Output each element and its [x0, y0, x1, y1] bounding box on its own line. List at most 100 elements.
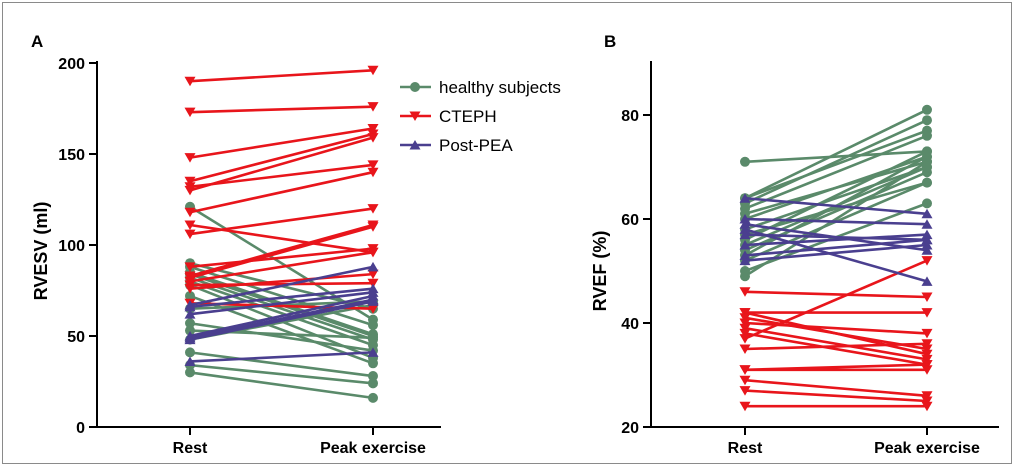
panel-b-cteph-point-peak — [921, 339, 933, 349]
panel-a-post_pea-point-rest — [184, 309, 196, 319]
panel-a-healthy-point-rest — [185, 347, 195, 358]
panel-b-ylabel: RVEF (%) — [590, 231, 610, 312]
panel-a-healthy-point-rest — [185, 290, 195, 301]
panel-b-xtick-label: Rest — [728, 440, 763, 457]
panel-b-post_pea-point-peak — [921, 245, 933, 255]
legend-marker-cteph — [409, 111, 421, 121]
panel-a: A RVESV (ml) 0 50 100 150 200 Rest Peak exerc… — [31, 32, 561, 457]
panel-b-post_pea-segment — [744, 233, 928, 247]
panel-b-post_pea-point-peak — [921, 219, 933, 229]
panel-b-healthy-point-peak — [922, 156, 932, 167]
panel-a-xtick-label: Rest — [173, 440, 208, 457]
panel-b-cteph-point-peak — [921, 354, 933, 365]
panel-b-healthy-segment — [744, 150, 928, 164]
panel-b-healthy-point-peak — [922, 177, 932, 188]
panel-b-healthy-segment — [744, 150, 928, 241]
panel-a-cteph-point-rest — [184, 107, 196, 118]
panel-b-healthy-segment — [744, 129, 928, 200]
panel-b-post_pea-point-peak — [921, 234, 933, 245]
panel-b-cteph-point-peak — [921, 349, 933, 360]
panel-a-healthy-point-rest — [185, 318, 195, 329]
legend-marker-post_pea — [409, 140, 421, 150]
panel-a-ytick-label: 150 — [58, 147, 85, 164]
panel-a-cteph-point-peak — [367, 102, 379, 112]
panel-a-healthy-point-peak — [368, 371, 378, 382]
panel-b-cteph-point-peak — [921, 328, 933, 339]
panel-a-ytick-label: 0 — [76, 420, 85, 437]
panel-b-cteph-line — [739, 386, 933, 406]
panel-b-post_pea-line — [739, 240, 933, 266]
panel-a-healthy-point-rest — [185, 367, 195, 378]
panel-b-post_pea-line — [739, 229, 933, 250]
panel-a-cteph-point-peak — [367, 304, 379, 314]
panel-a-cteph-line — [184, 102, 379, 118]
panel-b-healthy-point-peak — [922, 198, 932, 209]
panel-a-ylabel: RVESV (ml) — [31, 202, 51, 301]
panel-a-post_pea-point-rest — [184, 301, 196, 312]
panel-a-post_pea-line — [184, 347, 379, 366]
panel-b-cteph-point-peak — [921, 360, 933, 370]
panel-a-post_pea-point-rest — [184, 334, 196, 345]
panel-a-post_pea-segment — [189, 287, 374, 309]
panel-a-post_pea-point-peak — [367, 347, 379, 357]
panel-b-post_pea-point-rest — [739, 240, 751, 250]
panel-b-ytick-label: 40 — [621, 316, 639, 333]
panel-a-post_pea-segment — [189, 265, 374, 307]
panel-a-cteph-point-rest — [184, 76, 196, 87]
panel-b-cteph-segment — [744, 290, 928, 299]
panel-b-post_pea-segment — [744, 238, 928, 257]
panel-b-post_pea-point-peak — [921, 240, 933, 250]
panel-a-post_pea-segment — [189, 351, 374, 363]
panel-b-cteph-point-peak — [921, 365, 933, 375]
panel-a-post_pea-segment — [189, 300, 374, 341]
panel-a-ytick-label: 200 — [58, 56, 85, 73]
panel-b-post_pea-point-peak — [921, 208, 933, 219]
panel-a-healthy-line — [185, 347, 378, 382]
panel-a-cteph-point-peak — [367, 124, 379, 134]
panel-a-cteph-point-rest — [184, 262, 196, 272]
panel-b-post_pea-point-rest — [739, 255, 751, 266]
panel-b-cteph-point-rest — [739, 313, 751, 323]
panel-a-post_pea-segment — [189, 298, 374, 340]
panel-b-cteph-segment — [744, 389, 928, 403]
panel-a-xtick-label: Peak exercise — [320, 440, 426, 457]
panel-a-ytick-label: 50 — [67, 329, 85, 346]
panel-a-post_pea-segment — [189, 294, 374, 338]
panel-b-cteph-point-rest — [739, 334, 751, 344]
panel-b-cteph-line — [739, 287, 933, 302]
panel-a-cteph-segment — [189, 247, 374, 269]
panel-a-cteph-point-peak — [367, 133, 379, 143]
panel-a-x-ticks: Rest Peak exercise — [173, 427, 426, 457]
panel-a-lines — [184, 65, 379, 403]
panel-a-cteph-point-rest — [184, 284, 196, 294]
panel-b-lines — [739, 104, 933, 412]
panel-b-cteph-line — [739, 365, 933, 375]
panel-b-healthy-point-rest — [740, 156, 750, 167]
panel-b-cteph-point-rest — [739, 308, 751, 318]
panel-b-healthy-segment — [744, 119, 928, 205]
panel-b-post_pea-point-rest — [739, 224, 751, 234]
panel-b-healthy-point-peak — [922, 130, 932, 141]
panel-b-post_pea-segment — [744, 196, 928, 216]
panel-a-cteph-line — [184, 204, 379, 240]
panel-b-cteph-line — [739, 323, 933, 365]
panel-a-healthy-segment — [189, 363, 374, 385]
panel-b-cteph-point-rest — [739, 401, 751, 412]
panel-b-post_pea-line — [739, 193, 933, 219]
panel-b-post_pea-line — [739, 224, 933, 286]
panel-b-healthy-point-peak — [922, 104, 932, 115]
panel-a-cteph-point-rest — [184, 220, 196, 230]
panel-b-ytick-label: 80 — [621, 108, 639, 125]
panel-a-cteph-line — [184, 65, 379, 87]
panel-b-xtick-label: Peak exercise — [874, 440, 980, 457]
legend-item-cteph: CTEPH — [400, 107, 497, 126]
panel-b-post_pea-segment — [744, 217, 928, 226]
panel-b-y-ticks: 20 40 60 80 — [621, 108, 651, 437]
legend-label-cteph: CTEPH — [439, 107, 497, 126]
panel-a-y-ticks: 0 50 100 150 200 — [58, 56, 97, 437]
panel-a-healthy-point-peak — [368, 378, 378, 389]
legend-item-healthy: healthy subjects — [400, 78, 561, 97]
panel-b-cteph-point-rest — [739, 328, 751, 339]
panel-a-cteph-line — [184, 269, 379, 294]
